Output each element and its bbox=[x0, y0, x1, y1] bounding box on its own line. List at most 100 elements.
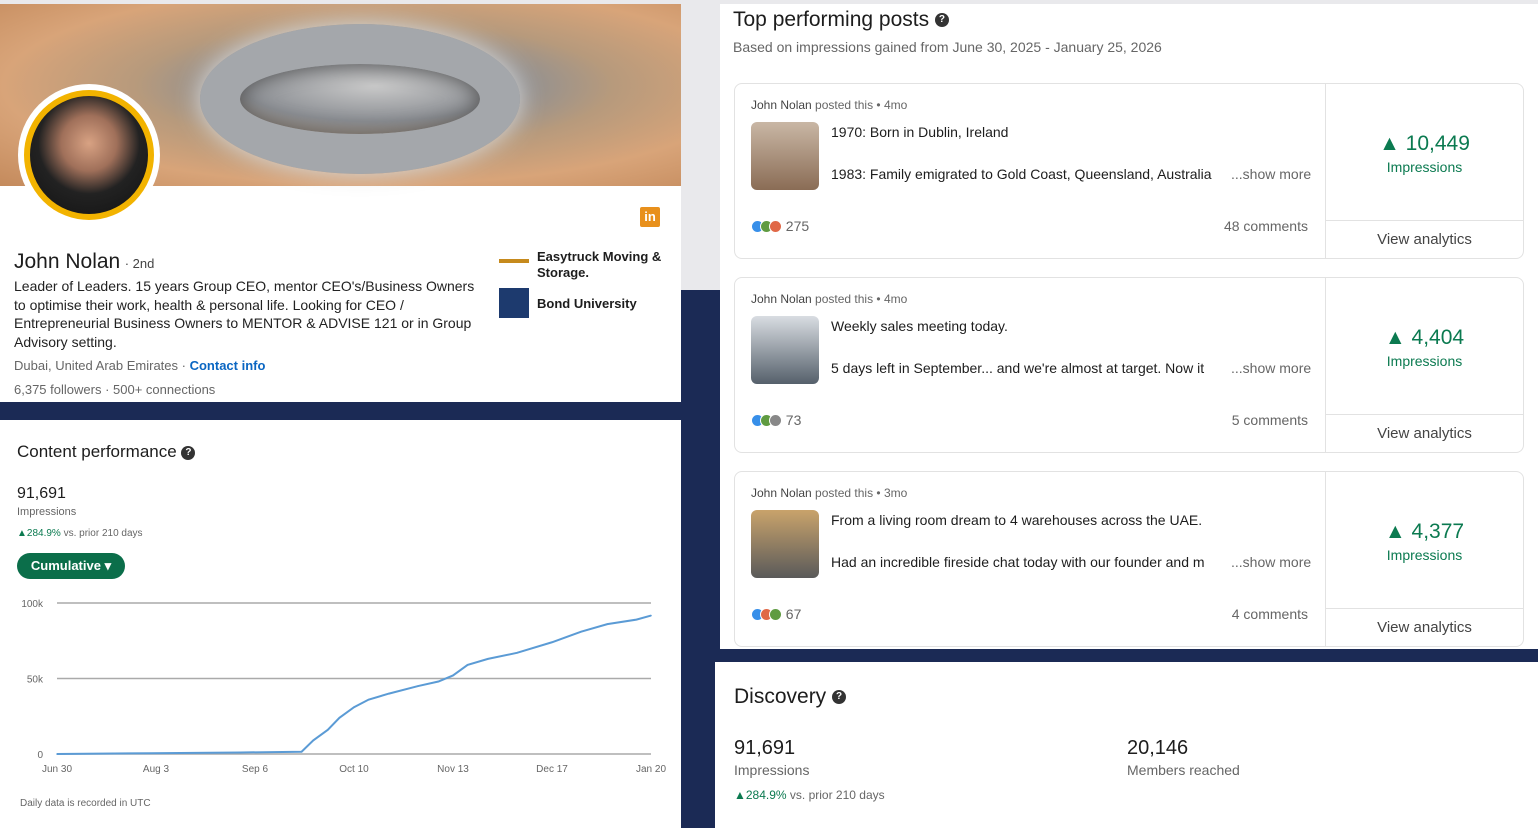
profile-name: John Nolan bbox=[14, 250, 121, 273]
headline: Leader of Leaders. 15 years Group CEO, m… bbox=[14, 278, 475, 350]
post-card[interactable]: John Nolan posted this • 4mo 1970: Born … bbox=[734, 83, 1524, 259]
post-text-line1: 1970: Born in Dublin, Ireland bbox=[831, 124, 1009, 140]
post-impressions-label: Impressions bbox=[1386, 353, 1463, 369]
post-thumbnail[interactable] bbox=[751, 122, 819, 190]
show-more-link[interactable]: ...show more bbox=[1227, 166, 1312, 182]
discovery-change: ▲284.9% bbox=[734, 788, 787, 802]
connection-degree: · 2nd bbox=[124, 256, 155, 271]
discovery-impressions: 91,691 bbox=[734, 737, 796, 759]
reactions[interactable]: 73 bbox=[751, 412, 801, 428]
post-meta: John Nolan posted this • 4mo bbox=[751, 292, 907, 306]
location: Dubai, United Arab Emirates · bbox=[14, 358, 186, 373]
reactions[interactable]: 67 bbox=[751, 606, 801, 622]
post-text-line2: 1983: Family emigrated to Gold Coast, Qu… bbox=[831, 166, 1212, 182]
data-point bbox=[606, 623, 609, 625]
reaction-icon bbox=[769, 220, 782, 233]
post-impressions-label: Impressions bbox=[1386, 547, 1463, 563]
data-point bbox=[580, 630, 582, 633]
data-point bbox=[452, 674, 454, 677]
profile-banner bbox=[0, 4, 681, 186]
contact-info-link[interactable]: Contact info bbox=[189, 358, 266, 373]
x-tick-label: Dec 17 bbox=[536, 764, 568, 775]
avatar[interactable] bbox=[18, 84, 160, 226]
comments-count[interactable]: 4 comments bbox=[1231, 606, 1308, 622]
x-tick-label: Jan 20 bbox=[636, 764, 666, 775]
top-posts-title: Top performing posts bbox=[733, 8, 930, 31]
x-tick-label: Aug 3 bbox=[143, 764, 170, 775]
post-text-line2: Had an incredible fireside chat today wi… bbox=[831, 554, 1205, 570]
x-tick-label: Jun 30 bbox=[42, 764, 72, 775]
connections-count[interactable]: · 500+ connections bbox=[105, 382, 216, 397]
data-point bbox=[650, 614, 652, 617]
post-text-line2: 5 days left in September... and we're al… bbox=[831, 360, 1205, 376]
cumulative-dropdown[interactable]: Cumulative ▾ bbox=[17, 553, 125, 579]
data-point bbox=[417, 685, 419, 687]
data-point bbox=[388, 692, 390, 695]
view-analytics-button[interactable]: View analytics bbox=[1326, 220, 1523, 258]
easytruck-logo bbox=[499, 259, 529, 263]
followers-count[interactable]: 6,375 followers bbox=[14, 382, 102, 397]
data-point bbox=[551, 641, 553, 644]
data-point bbox=[326, 729, 329, 731]
post-impressions: ▲ 4,404 bbox=[1384, 326, 1465, 349]
impressions-label: Impressions bbox=[17, 506, 77, 518]
post-meta: John Nolan posted this • 3mo bbox=[751, 486, 907, 500]
change-text: vs. prior 210 days bbox=[60, 528, 143, 539]
impressions-chart: 0 50k 100k Jun 30 Aug 3 Sep 6 Oct 10 Nov 13 Dec … bbox=[21, 599, 666, 775]
post-card[interactable]: John Nolan posted this • 3mo From a livi… bbox=[734, 471, 1524, 647]
help-icon[interactable]: ? bbox=[934, 13, 949, 28]
y-tick-label: 100k bbox=[21, 599, 44, 610]
help-icon[interactable]: ? bbox=[832, 690, 847, 705]
post-meta: John Nolan posted this • 4mo bbox=[751, 98, 907, 112]
content-performance-card bbox=[0, 420, 681, 828]
post-impressions-label: Impressions bbox=[1386, 159, 1463, 175]
discovery-impressions-label: Impressions bbox=[734, 762, 810, 778]
y-tick-label: 50k bbox=[27, 675, 44, 686]
change-percent: ▲284.9% bbox=[17, 528, 61, 539]
reaction-count: 275 bbox=[785, 218, 810, 234]
data-point bbox=[149, 752, 151, 755]
total-impressions: 91,691 bbox=[17, 485, 66, 502]
reaction-icon bbox=[769, 414, 782, 427]
data-point bbox=[466, 664, 469, 666]
post-impressions: ▲ 4,377 bbox=[1384, 520, 1465, 543]
show-more-link[interactable]: ...show more bbox=[1227, 360, 1312, 376]
post-time: posted this • 4mo bbox=[811, 98, 908, 112]
bond-university-logo bbox=[499, 288, 529, 318]
reaction-count: 67 bbox=[785, 606, 802, 622]
data-point bbox=[300, 750, 303, 753]
y-tick-label: 0 bbox=[37, 750, 43, 761]
data-point bbox=[516, 652, 518, 654]
show-more-link[interactable]: ...show more bbox=[1227, 554, 1312, 570]
x-tick-label: Sep 6 bbox=[242, 764, 269, 775]
content-performance-title: Content performance bbox=[17, 442, 177, 461]
top-posts-subtitle: Based on impressions gained from June 30… bbox=[733, 39, 1162, 55]
chart-footnote: Daily data is recorded in UTC bbox=[20, 798, 151, 809]
data-point bbox=[367, 698, 370, 701]
view-analytics-button[interactable]: View analytics bbox=[1326, 414, 1523, 452]
comments-count[interactable]: 5 comments bbox=[1231, 412, 1308, 428]
post-time: posted this • 3mo bbox=[811, 486, 908, 500]
post-text-line1: Weekly sales meeting today. bbox=[831, 318, 1008, 334]
post-impressions: ▲ 10,449 bbox=[1379, 132, 1470, 155]
data-point bbox=[312, 739, 315, 742]
discovery-title: Discovery bbox=[734, 685, 827, 708]
post-author[interactable]: John Nolan bbox=[751, 292, 812, 306]
post-thumbnail[interactable] bbox=[751, 316, 819, 384]
post-time: posted this • 4mo bbox=[811, 292, 908, 306]
impressions-line bbox=[56, 614, 652, 755]
post-author[interactable]: John Nolan bbox=[751, 486, 812, 500]
data-point bbox=[56, 753, 58, 755]
members-reached-label: Members reached bbox=[1127, 762, 1240, 778]
reactions[interactable]: 275 bbox=[751, 218, 809, 234]
linkedin-icon[interactable]: in bbox=[640, 207, 660, 227]
post-thumbnail[interactable] bbox=[751, 510, 819, 578]
members-reached: 20,146 bbox=[1127, 737, 1189, 759]
data-point bbox=[239, 751, 242, 754]
help-icon[interactable]: ? bbox=[181, 445, 196, 460]
post-card[interactable]: John Nolan posted this • 4mo Weekly sale… bbox=[734, 277, 1524, 453]
comments-count[interactable]: 48 comments bbox=[1223, 218, 1308, 234]
view-analytics-button[interactable]: View analytics bbox=[1326, 608, 1523, 646]
post-text-line1: From a living room dream to 4 warehouses… bbox=[831, 512, 1203, 528]
post-author[interactable]: John Nolan bbox=[751, 98, 812, 112]
